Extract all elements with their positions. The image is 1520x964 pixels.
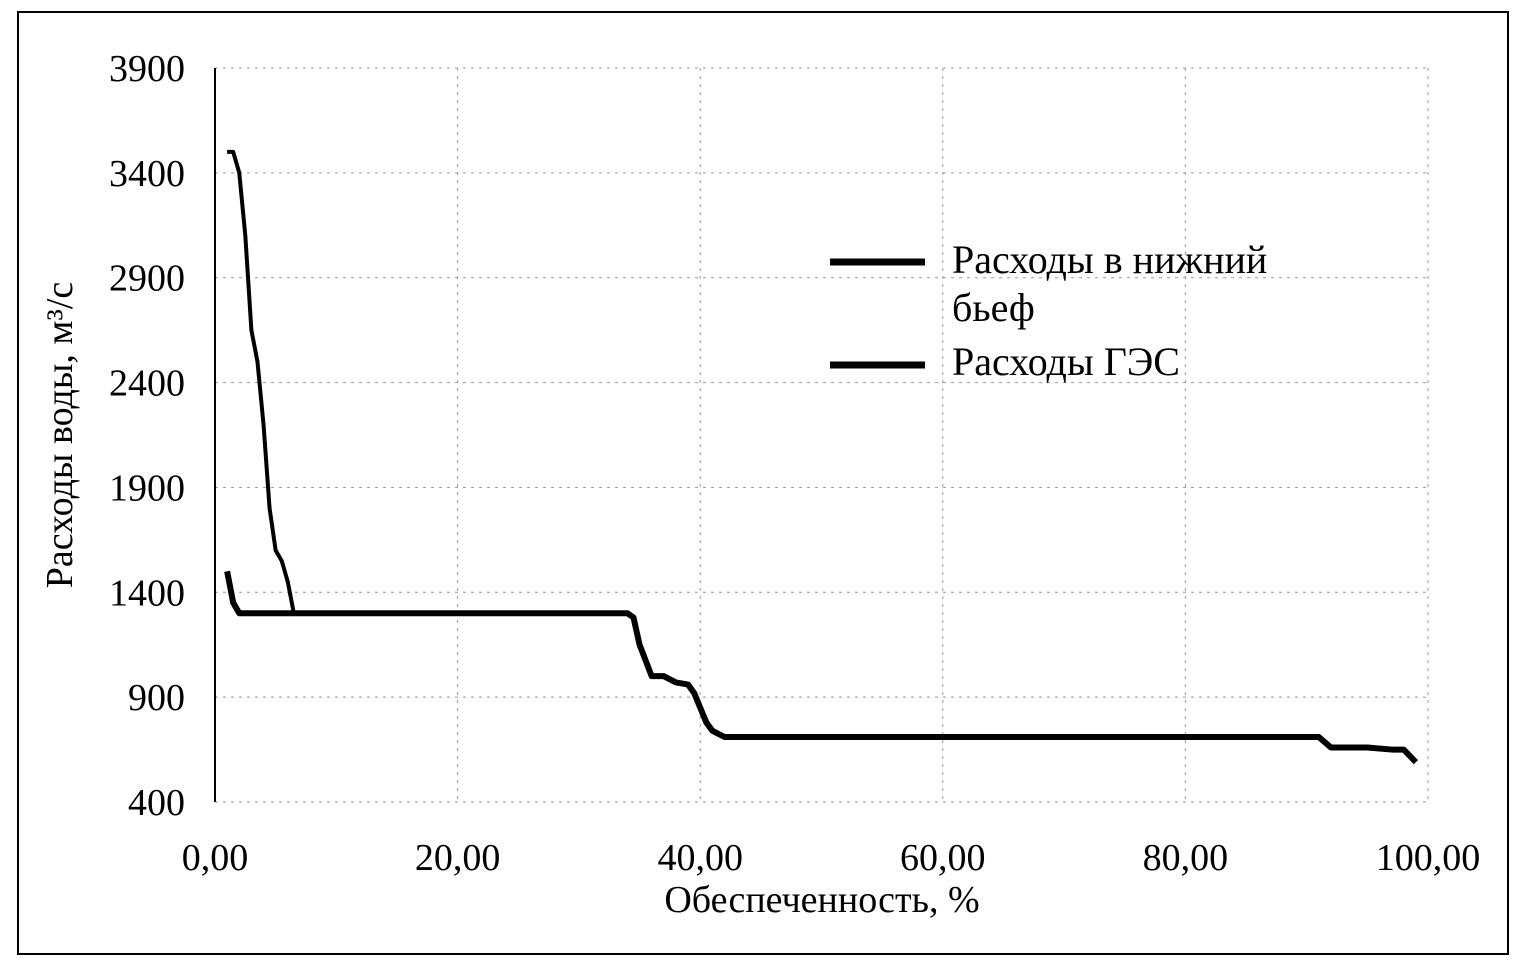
y-axis-label: Расходы воды, м³/с <box>39 282 81 589</box>
y-tick-label: 2400 <box>109 363 185 405</box>
y-tick-label: 3400 <box>109 153 185 195</box>
legend-label: Расходы в нижний бьеф <box>952 237 1268 330</box>
x-tick-label: 100,00 <box>1376 837 1481 879</box>
y-tick-label: 900 <box>128 677 185 719</box>
x-tick-label: 60,00 <box>900 837 986 879</box>
x-tick-label: 20,00 <box>415 837 501 879</box>
x-tick-label: 40,00 <box>657 837 743 879</box>
y-tick-label: 3900 <box>109 48 185 90</box>
y-tick-label: 1400 <box>109 572 185 614</box>
y-tick-label: 2900 <box>109 258 185 300</box>
x-axis-label: Обеспеченность, % <box>664 879 979 921</box>
legend-label: Расходы ГЭС <box>952 339 1180 384</box>
y-tick-label: 400 <box>128 782 185 824</box>
chart-border <box>17 11 1509 955</box>
x-tick-label: 80,00 <box>1143 837 1229 879</box>
line <box>224 570 1419 765</box>
x-tick-label: 0,00 <box>182 837 249 879</box>
line <box>227 149 300 616</box>
y-tick-label: 1900 <box>109 467 185 509</box>
